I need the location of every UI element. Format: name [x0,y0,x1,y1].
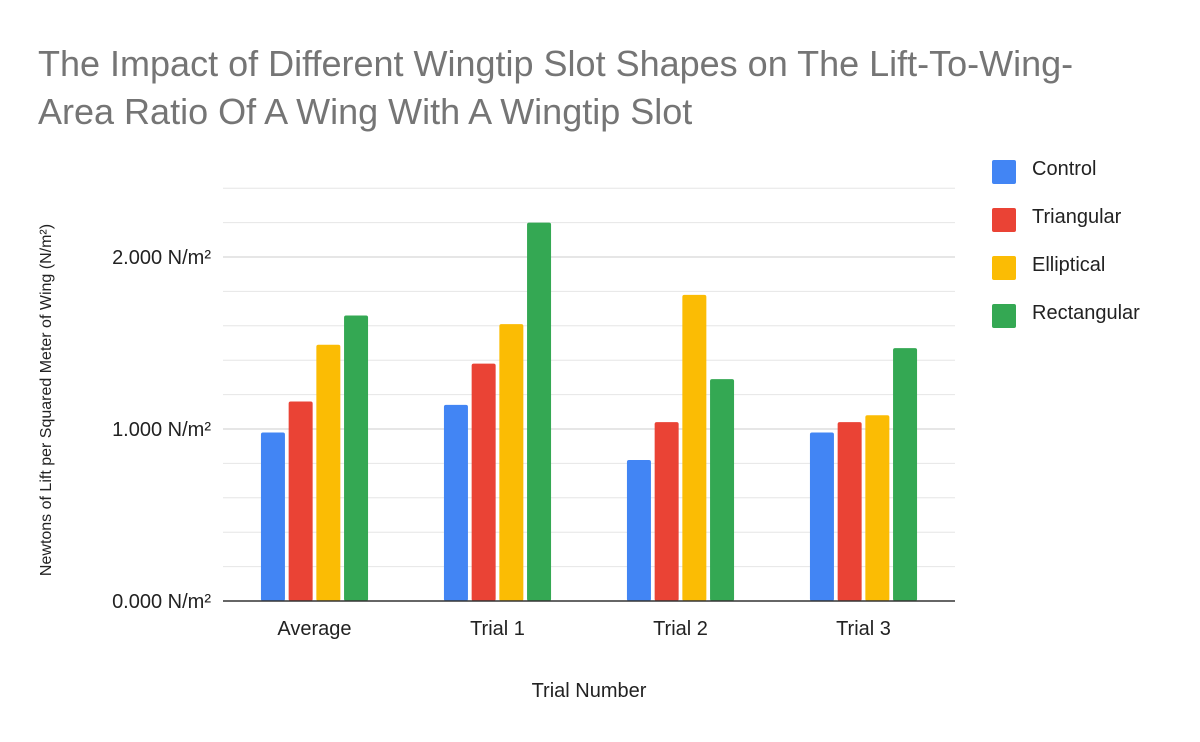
chart-title: The Impact of Different Wingtip Slot Sha… [38,43,1074,132]
bar-triangular-trial-1 [471,363,496,601]
legend-label: Rectangular [1032,302,1140,324]
bar-triangular-average [288,401,313,601]
bar-elliptical-trial-2 [682,294,707,601]
legend-label: Triangular [1032,206,1122,228]
x-tick-label: Trial 1 [470,618,525,640]
legend-label: Elliptical [1032,254,1106,276]
bars [260,222,918,601]
x-tick-label: Average [277,618,351,640]
x-tick-label: Trial 2 [653,618,708,640]
bar-elliptical-average [316,344,341,601]
bar-rectangular-trial-3 [893,348,918,601]
bar-control-trial-3 [809,432,834,601]
legend-swatch [992,304,1016,328]
legend-label: Control [1032,158,1097,180]
legend-swatch [992,160,1016,184]
bar-rectangular-average [344,315,369,601]
bar-triangular-trial-2 [654,422,679,601]
bar-elliptical-trial-3 [865,415,890,601]
y-tick-label: 0.000 N/m² [112,591,211,613]
bar-control-average [260,432,285,601]
x-axis-tick-labels: Average Trial 1 Trial 2 Trial 3 [277,618,890,640]
legend-swatch [992,208,1016,232]
y-tick-label: 2.000 N/m² [112,247,211,269]
x-tick-label: Trial 3 [836,618,891,640]
y-axis-tick-labels: 0.000 N/m² 1.000 N/m² 2.000 N/m² [112,247,211,613]
bar-rectangular-trial-1 [527,222,552,601]
bar-triangular-trial-3 [837,422,862,601]
y-axis-title: Newtons of Lift per Squared Meter of Win… [38,223,55,577]
bar-elliptical-trial-1 [499,324,524,601]
x-axis-title: Trial Number [531,680,647,702]
legend-swatch [992,256,1016,280]
bar-control-trial-1 [443,404,468,601]
bar-control-trial-2 [626,459,651,601]
bar-rectangular-trial-2 [710,379,735,601]
y-tick-label: 1.000 N/m² [112,419,211,441]
